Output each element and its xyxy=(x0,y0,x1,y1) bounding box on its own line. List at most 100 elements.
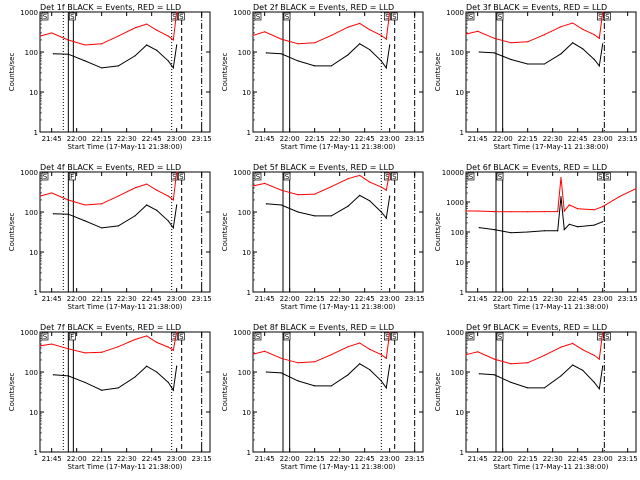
series-lld-red-point xyxy=(156,189,158,191)
series-events-black xyxy=(479,364,604,391)
series-lld-red-point xyxy=(380,354,382,356)
series-lld-red-point xyxy=(582,28,584,30)
series-events-black-point xyxy=(156,49,158,51)
x-tick-label: 22:15 xyxy=(518,295,538,303)
flag-label: S xyxy=(179,333,184,341)
flag-label: S xyxy=(605,13,610,21)
flag-label: F xyxy=(70,333,74,341)
series-events-black-point xyxy=(389,195,391,197)
series-lld-red-point xyxy=(543,354,545,357)
series-events-black xyxy=(53,365,178,392)
y-axis-label: Counts/sec xyxy=(8,213,16,252)
flag-label: S xyxy=(256,13,261,21)
flag-label: S xyxy=(605,333,610,341)
series-lld-red-point xyxy=(264,350,266,352)
y-axis-label: Counts/sec xyxy=(8,53,16,92)
plot-frame xyxy=(465,171,637,293)
y-tick-label: 10000 xyxy=(442,169,464,177)
series-events-black-point xyxy=(560,196,562,198)
flag-box xyxy=(283,12,291,21)
series-lld-red-point xyxy=(156,29,158,31)
series-events-black-point xyxy=(52,53,54,55)
x-tick-label: 22:45 xyxy=(568,295,588,303)
flag-box xyxy=(254,172,262,181)
series-events-black-point xyxy=(167,60,169,62)
series-lld-red-point xyxy=(577,208,579,210)
x-axis-label: Start Time (17-May-11 21:38:00) xyxy=(67,463,182,471)
y-tick-label: 10 xyxy=(29,249,38,257)
y-tick-label: 10 xyxy=(29,409,38,417)
flag-box xyxy=(596,172,604,181)
series-lld-red-point xyxy=(297,194,299,196)
y-tick-label: 100 xyxy=(451,49,464,57)
series-events-black-point xyxy=(347,54,349,56)
x-tick-label: 22:45 xyxy=(568,135,588,143)
series-lld-red-point xyxy=(385,38,387,40)
series-events-black-point xyxy=(543,387,545,389)
flag-box xyxy=(383,332,391,341)
y-axis-label: Counts/sec xyxy=(221,213,229,252)
series-lld-red-point xyxy=(369,29,371,31)
series-events-black-point xyxy=(385,67,387,69)
series-lld-red-point xyxy=(146,183,148,185)
series-events-black-point xyxy=(602,365,604,367)
series-lld-red-point xyxy=(297,362,299,364)
flag-box xyxy=(254,12,262,21)
series-events-black-point xyxy=(67,375,69,377)
series-lld-red-point xyxy=(156,341,158,343)
series-events-black-point xyxy=(84,381,86,383)
series-lld-red-point xyxy=(172,349,174,351)
flag-box xyxy=(177,332,185,341)
series-events-black-point xyxy=(134,376,136,378)
series-events-black-point xyxy=(172,227,174,229)
series-lld-red-point xyxy=(176,11,178,13)
series-events-black xyxy=(53,44,178,70)
series-events-black-point xyxy=(493,52,495,54)
y-tick-label: 1 xyxy=(460,129,464,137)
series-lld-red-point xyxy=(176,171,178,173)
series-lld-red-point xyxy=(347,178,349,180)
x-axis-label: Start Time (17-May-11 21:38:00) xyxy=(280,303,395,311)
x-tick-label: 21:45 xyxy=(468,135,488,143)
series-lld-red-point xyxy=(465,354,467,356)
series-lld-red-point xyxy=(359,22,361,24)
y-tick-label: 100 xyxy=(25,49,38,57)
panel-det-8f: Det 8f BLACK = Events, RED = LLD 1 10 100 10… xyxy=(221,323,425,471)
flag-box xyxy=(596,332,604,341)
series-lld-red-point xyxy=(598,358,600,360)
panel-det-1f: Det 1f BLACK = Events, RED = LLD 1 10 100 10… xyxy=(8,3,212,151)
x-tick-label: 22:30 xyxy=(117,455,137,463)
series-lld-red-point xyxy=(557,210,559,213)
series-lld-red-point xyxy=(67,348,69,350)
x-axis-label: Start Time (17-May-11 21:38:00) xyxy=(493,463,608,471)
series-lld-red-point xyxy=(134,187,136,189)
flag-label: S xyxy=(285,13,290,21)
series-events-black-point xyxy=(314,215,316,217)
x-tick-label: 21:45 xyxy=(42,295,62,303)
series-lld-red-point xyxy=(369,348,371,350)
x-tick-label: 22:45 xyxy=(355,135,375,143)
series-lld-red-point xyxy=(359,342,361,344)
x-tick-label: 21:45 xyxy=(255,455,275,463)
series-lld-red-point xyxy=(347,26,349,28)
series-lld-red-point xyxy=(389,171,391,173)
x-tick-label: 22:30 xyxy=(330,135,350,143)
flag-label: S xyxy=(469,333,474,341)
y-tick-label: 1000 xyxy=(233,169,251,177)
series-lld-red-point xyxy=(280,189,282,191)
flag-label: S xyxy=(498,13,503,21)
flag-box xyxy=(390,332,398,341)
series-events-black-point xyxy=(297,211,299,213)
plot-frame xyxy=(465,331,637,453)
series-lld-red xyxy=(466,177,637,213)
series-events-black-point xyxy=(134,215,136,217)
x-tick-label: 22:15 xyxy=(305,295,325,303)
series-events-black-point xyxy=(478,373,480,375)
panel-det-9f: Det 9f BLACK = Events, RED = LLD 1 10 100 10… xyxy=(434,323,638,471)
series-events-black-point xyxy=(67,213,69,215)
x-tick-label: 22:15 xyxy=(92,295,112,303)
x-tick-label: 23:15 xyxy=(192,455,212,463)
flag-label: S xyxy=(598,173,603,181)
flag-label: S xyxy=(385,173,390,181)
